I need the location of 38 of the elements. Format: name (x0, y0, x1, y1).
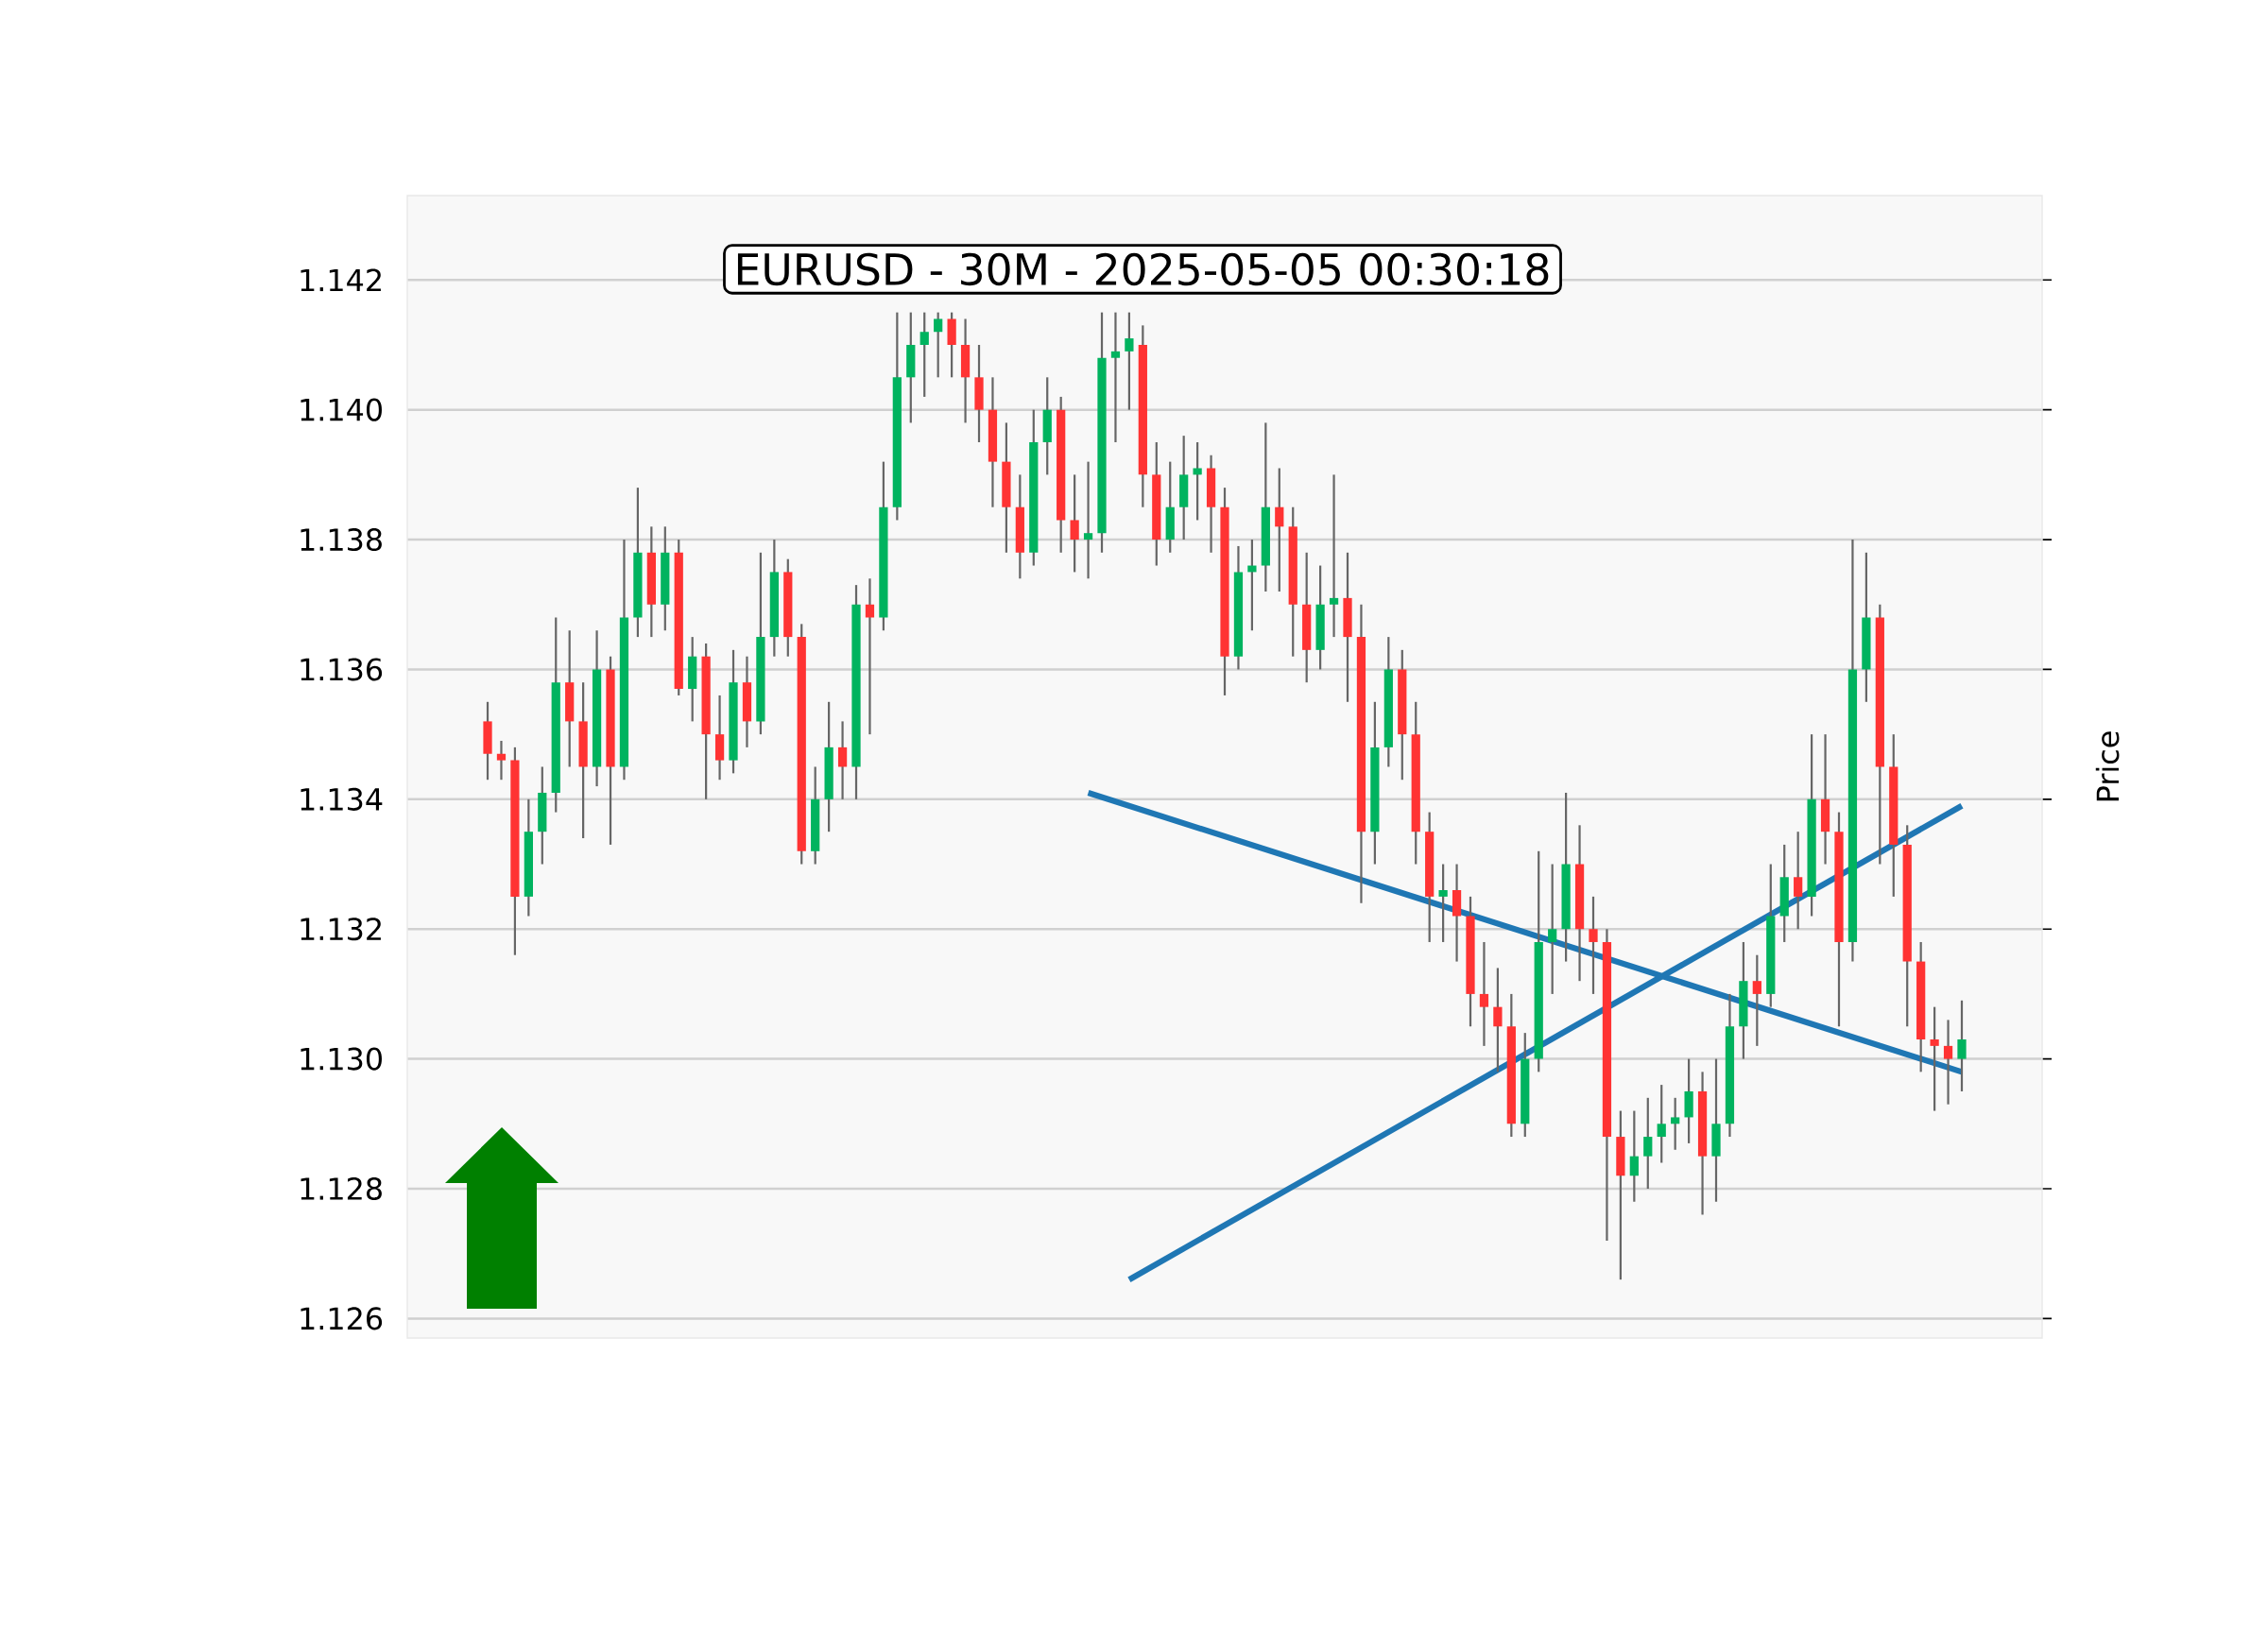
y-tick-label: 1.142 (301, 268, 381, 292)
candlestick (934, 311, 943, 379)
candlestick (1657, 1083, 1666, 1164)
candlestick (1957, 999, 1967, 1093)
candlestick (1275, 467, 1284, 593)
candlestick (1493, 967, 1503, 1073)
candlestick (1110, 311, 1121, 444)
candlestick (1943, 1019, 1953, 1106)
candlestick (1629, 1109, 1639, 1203)
candlestick (1794, 831, 1803, 931)
candlestick (1438, 863, 1448, 944)
candlestick (1548, 863, 1557, 996)
y-tick-label: 1.126 (301, 1307, 383, 1330)
candlestick (1125, 311, 1134, 411)
candlestick (1479, 940, 1489, 1047)
candlestick (1070, 473, 1079, 574)
y-tick-label: 1.136 (301, 658, 383, 681)
candlestick (919, 311, 929, 399)
candlestick (1589, 895, 1598, 996)
candlestick (1193, 440, 1202, 522)
candlestick (1083, 460, 1093, 580)
candlestick (1329, 473, 1339, 639)
candlestick (1247, 538, 1257, 632)
candlestick (1752, 953, 1761, 1047)
y-tick-label: 1.138 (301, 528, 382, 552)
candlestick (1643, 1096, 1653, 1191)
candlestick (837, 720, 848, 800)
candlestick (865, 577, 875, 736)
candlestick (1930, 1005, 1939, 1112)
y-tick-label: 1.128 (301, 1176, 382, 1201)
y-tick-label: 1.132 (301, 918, 381, 941)
text: EURUSD - 30M - 2025-05-05 00:30:18 (737, 252, 1549, 286)
y-tick-label: 1.140 (301, 398, 382, 421)
candlestick (496, 739, 507, 781)
candlestick (1671, 1096, 1680, 1151)
y-tick-label: 1.134 (301, 787, 383, 811)
y-axis-title: Price (2095, 731, 2120, 801)
y-tick-label: 1.130 (301, 1047, 382, 1071)
